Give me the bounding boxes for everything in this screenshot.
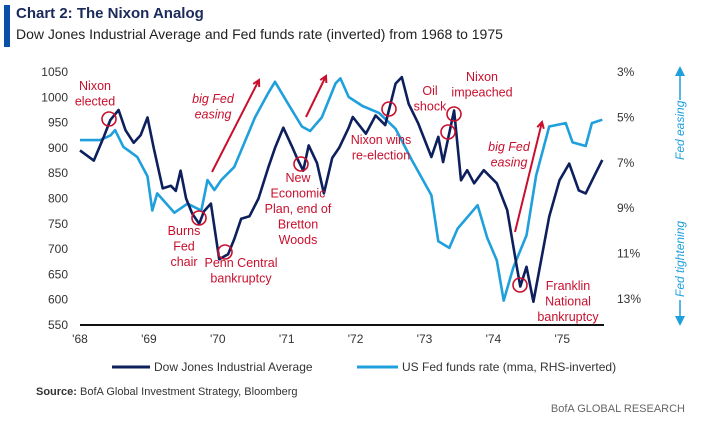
easing-arrow — [211, 79, 260, 173]
x-tick-label: '73 — [417, 332, 433, 346]
annotation-text: Plan, end of — [265, 202, 332, 216]
annotation-text: big Fed — [192, 92, 235, 106]
annotation-text: bankruptcy — [537, 310, 599, 324]
event-marker-circle — [293, 156, 309, 172]
easing-arrow — [514, 121, 543, 233]
y-tick-label: 650 — [48, 267, 68, 281]
annotation-text: re-election — [352, 149, 410, 163]
arrow-head-icon — [319, 74, 328, 84]
event-marker-circle — [101, 111, 117, 127]
event-marker-circle — [191, 210, 207, 226]
event-marker-circle — [446, 106, 462, 122]
source-note: Source: BofA Global Investment Strategy,… — [36, 386, 298, 398]
y-tick-label: 700 — [48, 242, 68, 256]
source-label: Source: — [36, 386, 77, 398]
chart-subtitle: Dow Jones Industrial Average and Fed fun… — [16, 26, 503, 42]
annotation-text: Franklin — [546, 279, 591, 293]
djia-line — [79, 75, 604, 303]
y2-tick-label: 13% — [617, 292, 641, 306]
annotation-text: Nixon wins — [351, 133, 411, 147]
annotation-text: easing — [195, 108, 232, 122]
legend-label-fed: US Fed funds rate (mma, RHS-inverted) — [402, 360, 616, 374]
annotation-text: Fed — [173, 240, 195, 254]
annotation-text: chair — [170, 255, 197, 269]
annotation-text: New — [285, 171, 311, 185]
source-text: BofA Global Investment Strategy, Bloombe… — [76, 386, 298, 398]
annotation-text: Oil — [422, 84, 437, 98]
easing-arrow — [305, 75, 327, 118]
y-tick-label: 950 — [48, 116, 68, 130]
y-tick-label: 1050 — [41, 65, 68, 79]
annotation-text: Bretton — [278, 218, 318, 232]
y-tick-label: 800 — [48, 192, 68, 206]
fed-funds-line — [80, 77, 603, 302]
annotation-text: bankruptcy — [210, 272, 272, 286]
y-tick-label: 550 — [48, 318, 68, 332]
y-tick-label: 1000 — [41, 90, 68, 104]
x-tick-label: '70 — [210, 332, 226, 346]
x-tick-label: '75 — [554, 332, 570, 346]
event-marker-circle — [512, 277, 528, 293]
y2-tick-label: 3% — [617, 65, 635, 79]
annotation-text: elected — [75, 95, 115, 109]
annotation-text: Burns — [168, 224, 201, 238]
event-marker-circle — [440, 124, 456, 140]
fed-tightening-note: Fed tightening — [673, 221, 687, 297]
annotation-text: Nixon — [79, 79, 111, 93]
brand-label: BofA GLOBAL RESEARCH — [550, 403, 685, 415]
y-tick-label: 900 — [48, 141, 68, 155]
y2-tick-label: 7% — [617, 156, 635, 170]
annotation-text: Penn Central — [205, 256, 278, 270]
annotation-text: Nixon — [466, 70, 498, 84]
legend-label-djia: Dow Jones Industrial Average — [154, 360, 313, 374]
x-tick-label: '72 — [348, 332, 364, 346]
event-marker-circle — [217, 244, 233, 260]
arrow-down-icon — [675, 316, 685, 326]
x-tick-label: '68 — [72, 332, 88, 346]
y-tick-label: 850 — [48, 166, 68, 180]
arrow-head-icon — [536, 119, 545, 130]
x-tick-label: '74 — [486, 332, 502, 346]
y2-tick-label: 9% — [617, 201, 635, 215]
y2-tick-label: 5% — [617, 110, 635, 124]
x-tick-label: '69 — [141, 332, 157, 346]
annotation-text: National — [545, 295, 591, 309]
title-accent-bar — [4, 5, 10, 47]
y2-tick-label: 11% — [617, 247, 640, 261]
annotation-text: impeached — [451, 86, 512, 100]
annotation-text: shock — [414, 100, 447, 114]
annotation-text: Woods — [279, 233, 318, 247]
arrow-up-icon — [675, 66, 685, 76]
fed-easing-note: Fed easing — [673, 100, 687, 160]
annotation-text: Economic — [271, 187, 326, 201]
arrow-head-icon — [252, 78, 261, 88]
annotation-text: easing — [491, 156, 528, 170]
event-marker-circle — [381, 101, 397, 117]
x-tick-label: '71 — [279, 332, 295, 346]
chart-title: Chart 2: The Nixon Analog — [16, 5, 204, 22]
y-tick-label: 750 — [48, 217, 68, 231]
annotation-text: big Fed — [488, 140, 531, 154]
y-tick-label: 600 — [48, 293, 68, 307]
